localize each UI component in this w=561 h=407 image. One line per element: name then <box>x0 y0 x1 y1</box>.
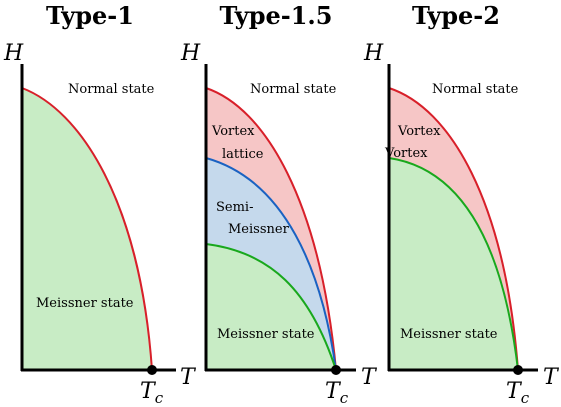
vortex-lattice-label-line2: lattice <box>222 147 264 162</box>
x-axis-label: T <box>180 365 197 390</box>
hc1-curve <box>388 157 519 371</box>
meissner-state-label: Meissner state <box>400 327 498 342</box>
vortex-lattice-label-line1: Vortex <box>211 124 255 139</box>
hc2-curve <box>388 87 519 371</box>
semi-meissner-label-line1: Semi- <box>216 200 253 215</box>
meissner-state-label: Meissner state <box>36 296 134 311</box>
normal-state-label: Normal state <box>432 82 519 97</box>
normal-state-label: Normal state <box>68 82 155 97</box>
vortex-region <box>389 88 518 370</box>
panel-type-2: Type-2 H T Tc Normal state Vortex Vortex… <box>363 1 560 407</box>
tc-label: Tc <box>140 379 164 407</box>
panel-title: Type-1 <box>46 1 134 30</box>
hc2-curve <box>205 87 337 371</box>
x-axis-label: T <box>361 365 378 390</box>
y-axis-label: H <box>3 41 24 66</box>
hc1-curve <box>205 243 337 371</box>
vortex-boundary-curve <box>205 157 337 371</box>
meissner-state-label: Meissner state <box>217 327 315 342</box>
panel-title: Type-2 <box>412 1 500 30</box>
meissner-region <box>22 88 152 370</box>
x-axis-label: T <box>543 365 560 390</box>
panel-title: Type-1.5 <box>220 1 333 30</box>
vortex-lattice-region <box>206 88 336 370</box>
tc-point <box>331 365 341 375</box>
panel-type-1-5: Type-1.5 H T Tc Normal state Vortex latt… <box>180 1 378 407</box>
normal-state-label: Normal state <box>250 82 337 97</box>
semi-meissner-label-line2: Meissner <box>228 222 290 237</box>
vortex-lower-label: Vortex <box>384 146 428 161</box>
tc-label: Tc <box>325 379 349 407</box>
meissner-region <box>389 158 518 370</box>
y-axis-label: H <box>180 41 201 66</box>
y-axis-label: H <box>363 41 384 66</box>
tc-label: Tc <box>506 379 530 407</box>
hc-critical-curve <box>21 87 153 371</box>
panel-type-1: Type-1 H T Tc Normal state Meissner stat… <box>3 1 197 407</box>
meissner-region <box>206 244 336 370</box>
tc-point <box>513 365 523 375</box>
tc-point <box>147 365 157 375</box>
vortex-upper-label: Vortex <box>397 124 441 139</box>
semi-meissner-region <box>206 158 336 370</box>
